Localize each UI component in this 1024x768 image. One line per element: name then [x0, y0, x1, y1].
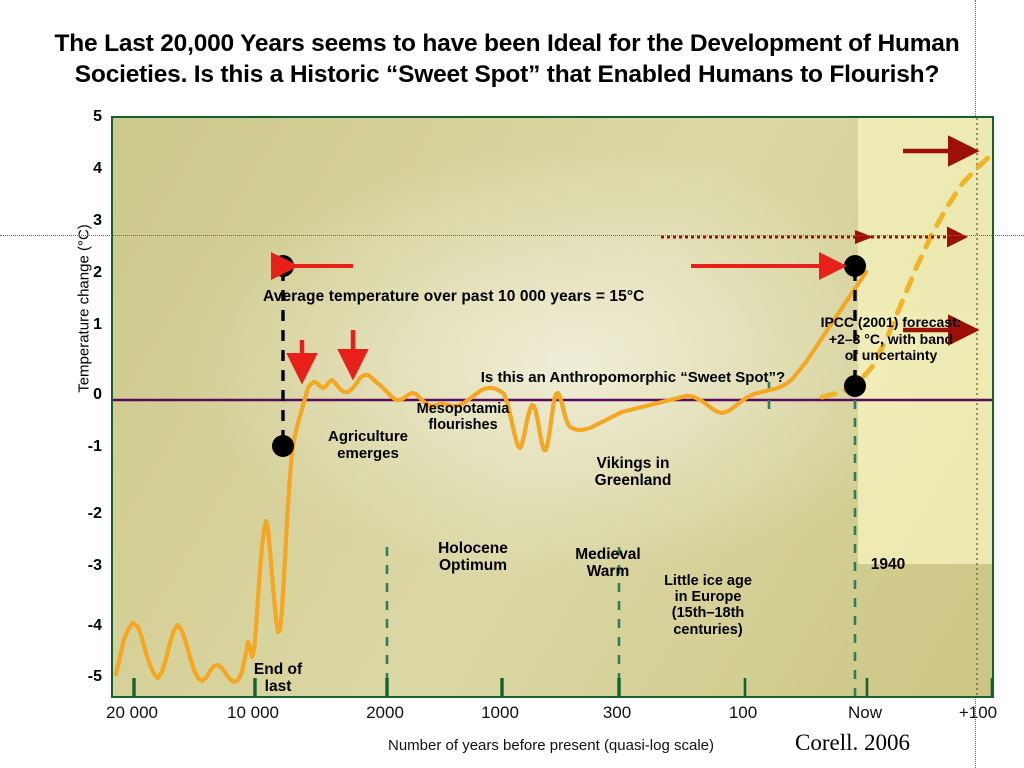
- page-title: The Last 20,000 Years seems to have been…: [54, 30, 960, 89]
- y-tick-m4: -4: [87, 617, 102, 634]
- chart-svg: [113, 118, 992, 696]
- annotation-little-ice-age: Little ice age in Europe (15th–18th cent…: [664, 573, 752, 638]
- y-tick-4: 4: [93, 160, 102, 177]
- annotation-mesopotamia: Mesopotamia flourishes: [416, 401, 510, 434]
- x-tick-2000: 2000: [366, 703, 404, 722]
- y-tick-m3: -3: [87, 557, 102, 574]
- y-tick-m1: -1: [87, 438, 102, 455]
- x-tick-plus100: +100: [958, 703, 998, 722]
- x-tick-300: 300: [602, 703, 632, 722]
- x-tick-20000: 20 000: [106, 703, 158, 722]
- temperature-curve: [113, 269, 869, 685]
- marker-sweetspot-end-lower: [844, 375, 866, 397]
- annotation-vikings: Vikings in Greenland: [594, 455, 672, 490]
- attribution-credit: Corell. 2006: [795, 730, 910, 755]
- slide-guide-horizontal: [0, 235, 1024, 236]
- annotation-medieval-warm: Medieval Warm: [575, 546, 641, 581]
- chart-plot-area: Average temperature over past 10 000 yea…: [111, 116, 994, 698]
- y-tick-m5: -5: [87, 668, 102, 685]
- x-tick-10000: 10 000: [227, 703, 279, 722]
- y-tick-m2: -2: [87, 505, 102, 522]
- x-axis-label: Number of years before present (quasi-lo…: [388, 737, 714, 754]
- annotation-sweet-spot-question: Is this an Anthropomorphic “Sweet Spot”?: [480, 369, 786, 386]
- x-tick-now: Now: [847, 703, 882, 722]
- marker-sweetspot-start-lower: [272, 435, 294, 457]
- annotation-1940: 1940: [870, 556, 906, 573]
- y-axis-label: Temperature change (°C): [75, 224, 93, 393]
- annotation-end-ice-age: End of last ice age: [252, 661, 305, 696]
- ipcc-projection-arrowhead-mid: [855, 230, 873, 244]
- y-tick-0: 0: [93, 386, 102, 403]
- y-tick-3: 3: [93, 212, 102, 229]
- y-tick-1: 1: [93, 316, 102, 333]
- x-tick-100: 100: [728, 703, 758, 722]
- y-tick-2: 2: [93, 264, 102, 281]
- marker-sweetspot-start-upper: [272, 255, 294, 277]
- annotation-21st-century: 21st century: very rapid rise: [987, 561, 992, 628]
- x-tick-1000: 1000: [481, 703, 519, 722]
- annotation-agriculture: Agriculture emerges: [327, 428, 408, 462]
- annotation-ipcc-forecast: IPCC (2001) forecast: +2–3 °C, with band…: [820, 314, 962, 364]
- era-divider-lines: [385, 382, 857, 696]
- annotation-average-temp: Average temperature over past 10 000 yea…: [263, 288, 645, 305]
- y-tick-5: 5: [93, 108, 102, 125]
- marker-sweetspot-end-upper: [844, 255, 866, 277]
- annotation-holocene-optimum: Holocene Optimum: [438, 540, 508, 575]
